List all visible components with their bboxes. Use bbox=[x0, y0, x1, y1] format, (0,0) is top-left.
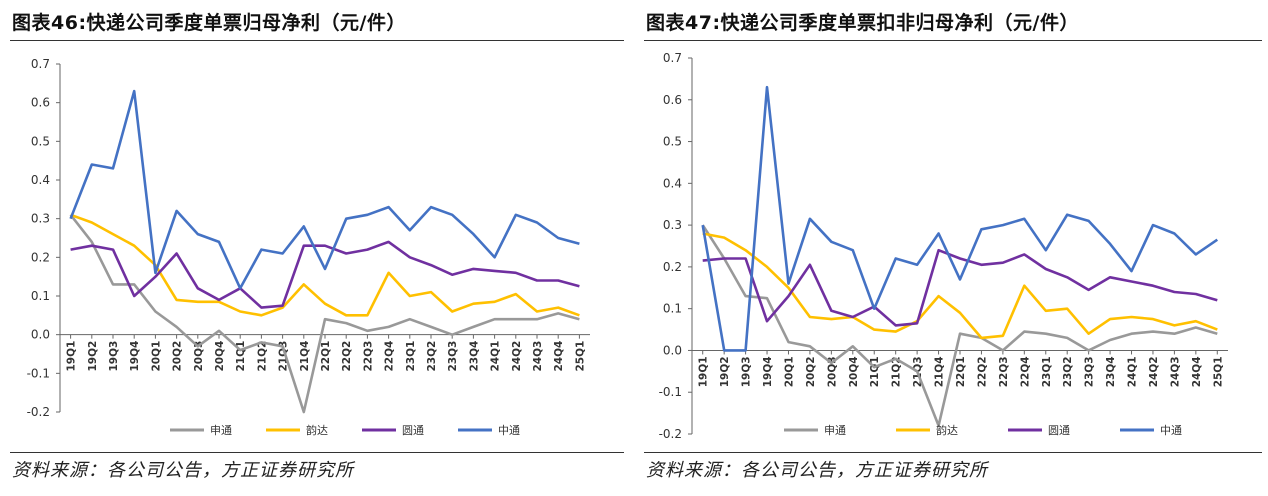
y-tick-label: -0.1 bbox=[659, 385, 682, 399]
x-tick-label: 21Q1 bbox=[235, 341, 247, 372]
title-rule bbox=[10, 40, 624, 41]
x-tick-label: 23Q2 bbox=[426, 341, 438, 372]
x-tick-label: 23Q2 bbox=[1062, 356, 1074, 387]
title-rule bbox=[644, 40, 1262, 41]
x-tick-label: 22Q4 bbox=[1019, 356, 1031, 387]
x-tick-label: 23Q1 bbox=[1041, 356, 1053, 387]
x-tick-label: 20Q3 bbox=[826, 356, 838, 387]
x-tick-label: 19Q2 bbox=[719, 356, 731, 387]
y-tick-label: 0.4 bbox=[31, 173, 50, 187]
x-tick-label: 25Q1 bbox=[1212, 356, 1224, 387]
x-tick-label: 21Q3 bbox=[278, 341, 290, 372]
legend-label: 申通 bbox=[824, 424, 846, 437]
y-tick-label: -0.2 bbox=[659, 427, 682, 441]
x-tick-label: 21Q1 bbox=[869, 356, 881, 387]
y-tick-label: 0.0 bbox=[663, 343, 682, 357]
y-tick-label: 0.7 bbox=[31, 57, 50, 71]
source-rule bbox=[10, 452, 624, 453]
legend-label: 中通 bbox=[498, 424, 520, 437]
y-tick-label: 0.6 bbox=[663, 93, 682, 107]
x-tick-label: 24Q4 bbox=[553, 341, 565, 372]
legend-label: 申通 bbox=[210, 424, 232, 437]
x-tick-label: 23Q1 bbox=[405, 341, 417, 372]
x-tick-label: 20Q4 bbox=[214, 341, 226, 372]
y-tick-label: -0.1 bbox=[27, 366, 50, 380]
source-note: 资料来源：各公司公告，方正证券研究所 bbox=[12, 460, 354, 481]
x-tick-label: 20Q3 bbox=[193, 341, 205, 372]
x-tick-label: 24Q3 bbox=[532, 341, 544, 372]
x-tick-label: 22Q4 bbox=[384, 341, 396, 372]
x-tick-label: 19Q4 bbox=[129, 341, 141, 372]
x-tick-label: 21Q4 bbox=[934, 356, 946, 387]
legend-label: 圆通 bbox=[402, 424, 424, 437]
x-tick-label: 20Q2 bbox=[805, 356, 817, 387]
y-tick-label: 0.4 bbox=[663, 176, 682, 190]
x-tick-label: 24Q2 bbox=[1148, 356, 1160, 387]
chart-title: 图表47:快递公司季度单票扣非归母净利（元/件） bbox=[646, 12, 1079, 34]
x-tick-label: 19Q3 bbox=[108, 341, 120, 372]
y-tick-label: 0.3 bbox=[663, 218, 682, 232]
x-tick-label: 19Q2 bbox=[87, 341, 99, 372]
series-line-4 bbox=[69, 89, 580, 290]
x-tick-label: 24Q3 bbox=[1169, 356, 1181, 387]
x-tick-label: 20Q4 bbox=[848, 356, 860, 387]
y-tick-label: 0.2 bbox=[663, 260, 682, 274]
x-tick-label: 20Q1 bbox=[150, 341, 162, 372]
x-tick-label: 20Q1 bbox=[783, 356, 795, 387]
y-tick-label: 0.6 bbox=[31, 96, 50, 110]
y-tick-label: 0.1 bbox=[663, 302, 682, 316]
chart-title: 图表46:快递公司季度单票归母净利（元/件） bbox=[12, 12, 406, 34]
x-tick-label: 25Q1 bbox=[574, 341, 586, 372]
series-line-1 bbox=[701, 224, 1218, 427]
legend-label: 中通 bbox=[1160, 424, 1182, 437]
x-tick-label: 24Q4 bbox=[1191, 356, 1203, 387]
x-tick-label: 19Q1 bbox=[698, 356, 710, 387]
x-tick-label: 21Q4 bbox=[299, 341, 311, 372]
x-tick-label: 22Q1 bbox=[320, 341, 332, 372]
x-tick-label: 20Q2 bbox=[172, 341, 184, 372]
x-tick-label: 19Q1 bbox=[66, 341, 78, 372]
y-tick-label: 0.2 bbox=[31, 250, 50, 264]
x-tick-label: 21Q2 bbox=[256, 341, 268, 372]
series-line-4 bbox=[701, 85, 1219, 352]
legend-label: 韵达 bbox=[936, 423, 958, 437]
y-tick-label: 0.0 bbox=[31, 328, 50, 342]
source-note: 资料来源：各公司公告，方正证券研究所 bbox=[646, 460, 988, 481]
x-tick-label: 19Q3 bbox=[741, 356, 753, 387]
x-tick-label: 21Q2 bbox=[891, 356, 903, 387]
y-tick-label: 0.7 bbox=[663, 51, 682, 65]
y-tick-label: 0.5 bbox=[663, 135, 682, 149]
x-tick-label: 23Q4 bbox=[468, 341, 480, 372]
legend-label: 韵达 bbox=[306, 423, 328, 437]
x-tick-label: 23Q3 bbox=[447, 341, 459, 372]
x-tick-label: 24Q1 bbox=[490, 341, 502, 372]
series-line-3 bbox=[70, 240, 580, 309]
source-rule bbox=[644, 452, 1262, 453]
y-tick-label: 0.5 bbox=[31, 134, 50, 148]
x-tick-label: 24Q2 bbox=[511, 341, 523, 372]
x-tick-label: 22Q1 bbox=[955, 356, 967, 387]
x-tick-label: 22Q3 bbox=[998, 356, 1010, 387]
y-tick-label: -0.2 bbox=[27, 405, 50, 419]
y-tick-label: 0.3 bbox=[31, 212, 50, 226]
y-tick-label: 0.1 bbox=[31, 289, 50, 303]
chart-panel-right: 图表47:快递公司季度单票扣非归母净利（元/件） -0.2 -0.1 0.0 0.1 0… bbox=[634, 0, 1268, 496]
series-line-1 bbox=[69, 213, 580, 414]
x-tick-label: 19Q4 bbox=[762, 356, 774, 387]
line-chart-46: -0.2 -0.1 0.0 0.1 0.2 0.3 0.4 0.5 0.6 0.7 19Q1 19Q2… bbox=[27, 57, 590, 437]
legend-label: 圆通 bbox=[1048, 424, 1070, 437]
x-tick-label: 22Q2 bbox=[341, 341, 353, 372]
series-line-3 bbox=[702, 248, 1218, 327]
x-tick-label: 23Q4 bbox=[1105, 356, 1117, 387]
x-tick-label: 22Q2 bbox=[976, 356, 988, 387]
series-line-2 bbox=[702, 232, 1218, 340]
x-tick-label: 24Q1 bbox=[1127, 356, 1139, 387]
chart-panel-left: 图表46:快递公司季度单票归母净利（元/件） -0.2 -0.1 0.0 0.1 0.2… bbox=[0, 0, 630, 496]
x-tick-label: 22Q3 bbox=[362, 341, 374, 372]
line-chart-47: -0.2 -0.1 0.0 0.1 0.2 0.3 0.4 0.5 0.6 0.7 19Q1 19Q2… bbox=[659, 51, 1228, 441]
x-tick-label: 23Q3 bbox=[1084, 356, 1096, 387]
